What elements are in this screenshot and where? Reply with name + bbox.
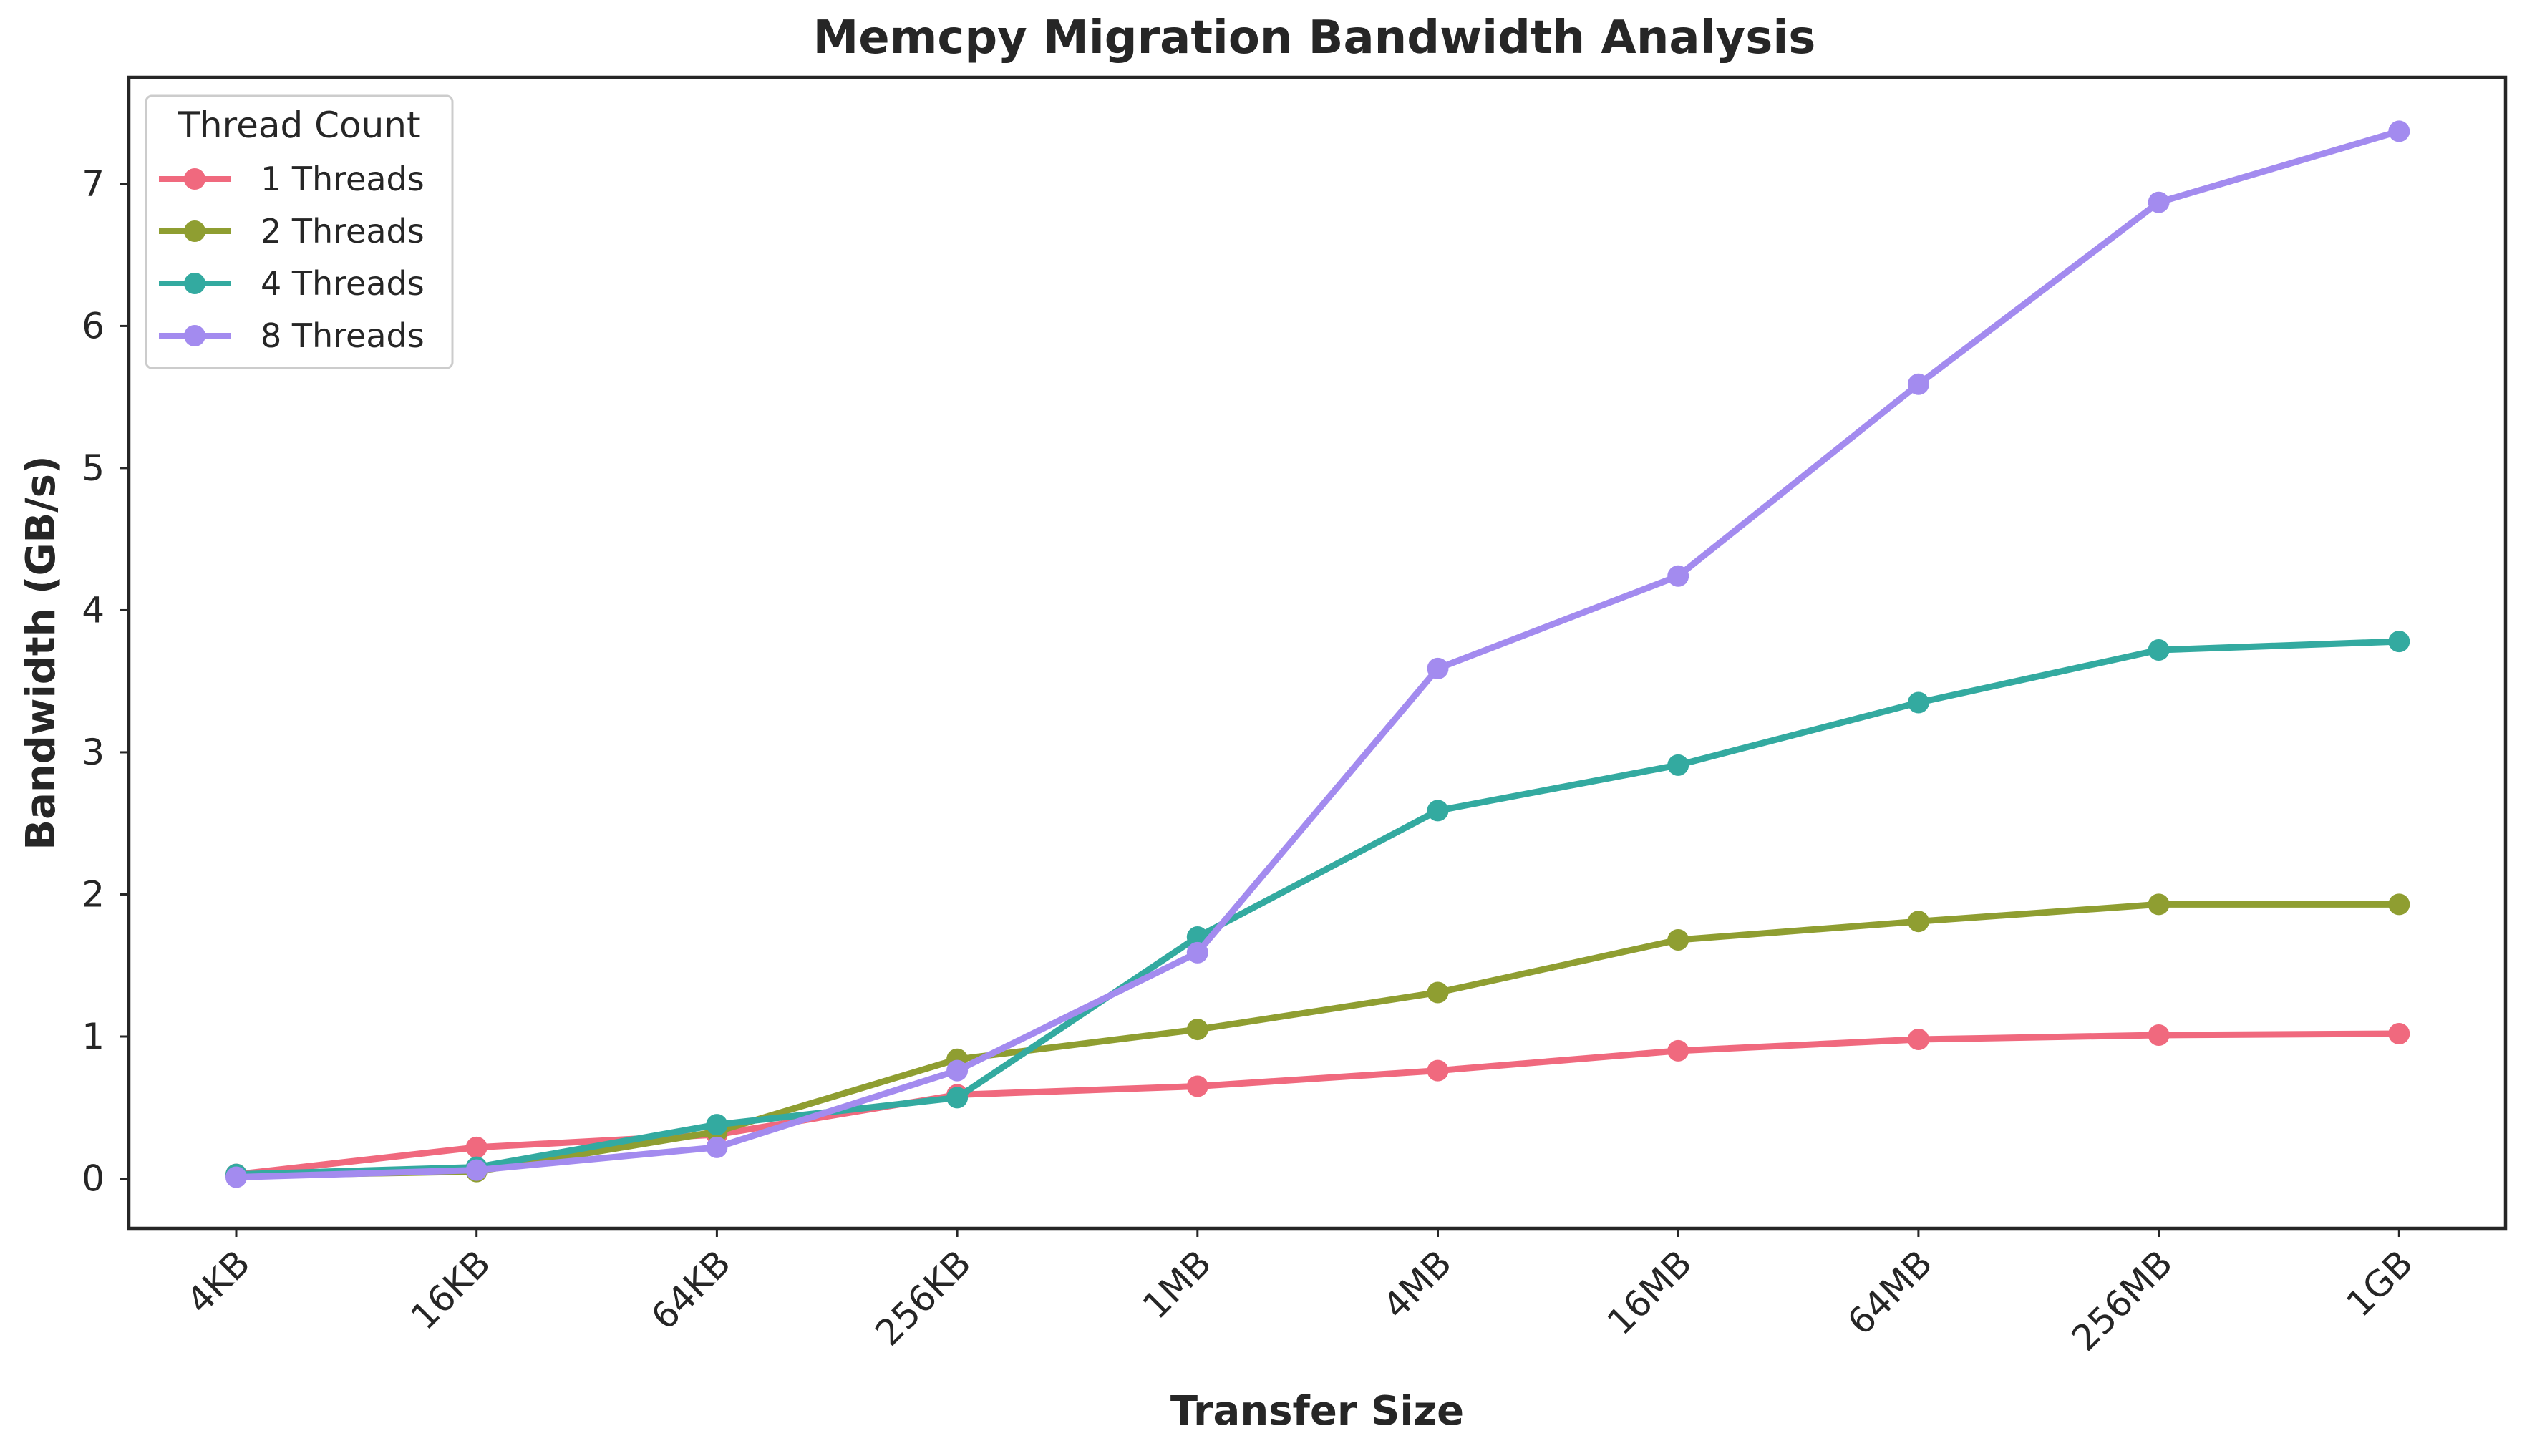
data-point bbox=[2388, 1023, 2410, 1045]
data-point bbox=[2148, 893, 2170, 916]
series-4 bbox=[225, 120, 2410, 1188]
legend-marker bbox=[184, 168, 205, 190]
x-axis-label: Transfer Size bbox=[1170, 1388, 1464, 1435]
chart-title: Memcpy Migration Bandwidth Analysis bbox=[813, 11, 1816, 64]
legend-label: 4 Threads bbox=[261, 264, 425, 303]
y-tick-label: 2 bbox=[82, 873, 105, 915]
y-tick-label: 5 bbox=[82, 447, 105, 489]
y-tick-label: 1 bbox=[82, 1016, 105, 1057]
data-point bbox=[1186, 1019, 1208, 1041]
data-point bbox=[1907, 373, 1929, 395]
y-tick-label: 4 bbox=[82, 589, 105, 631]
data-point bbox=[1427, 981, 1449, 1004]
legend-frame bbox=[145, 94, 454, 369]
data-point bbox=[2388, 120, 2410, 142]
data-point bbox=[1427, 800, 1449, 822]
data-point bbox=[465, 1136, 488, 1158]
data-point bbox=[465, 1159, 488, 1181]
series-line bbox=[233, 1030, 2402, 1178]
legend-items: 1 Threads 2 Threads 4 Threads 8 Threads bbox=[159, 160, 425, 355]
data-point bbox=[946, 1059, 969, 1082]
legend: Thread Count 1 Threads 2 Threads 4 Threads… bbox=[145, 94, 454, 369]
data-point bbox=[1186, 941, 1208, 964]
plot-area-frame bbox=[127, 75, 2508, 1231]
legend-label: 8 Threads bbox=[261, 316, 425, 355]
data-point bbox=[2388, 893, 2410, 916]
data-point bbox=[946, 1087, 969, 1109]
legend-label: 2 Threads bbox=[261, 212, 425, 251]
legend-label: 1 Threads bbox=[261, 160, 425, 198]
y-axis-ticks: 0 1 2 3 4 5 6 7 bbox=[82, 163, 129, 1200]
data-point bbox=[1907, 691, 1929, 714]
series-layer bbox=[225, 120, 2410, 1188]
data-point bbox=[1667, 929, 1689, 951]
y-tick-label: 7 bbox=[82, 163, 105, 205]
series-line bbox=[233, 638, 2402, 1178]
data-point bbox=[1907, 911, 1929, 933]
y-tick-label: 3 bbox=[82, 732, 105, 773]
data-point bbox=[1907, 1028, 1929, 1050]
series-line bbox=[233, 127, 2402, 1180]
data-point bbox=[1427, 657, 1449, 679]
data-point bbox=[2388, 631, 2410, 653]
legend-marker bbox=[184, 325, 205, 346]
data-point bbox=[706, 1136, 728, 1158]
legend-marker bbox=[184, 220, 205, 242]
data-point bbox=[2148, 1024, 2170, 1047]
data-point bbox=[2148, 191, 2170, 213]
y-axis-label: Bandwidth (GB/s) bbox=[18, 455, 64, 850]
series-line bbox=[233, 901, 2402, 1179]
y-tick-label: 6 bbox=[82, 305, 105, 346]
data-point bbox=[225, 1166, 247, 1188]
y-tick-label: 0 bbox=[82, 1158, 105, 1200]
legend-title: Thread Count bbox=[177, 105, 420, 146]
data-point bbox=[1667, 565, 1689, 587]
legend-marker bbox=[184, 273, 205, 294]
data-point bbox=[706, 1114, 728, 1136]
data-point bbox=[1667, 1039, 1689, 1062]
data-point bbox=[1186, 1075, 1208, 1097]
data-point bbox=[2148, 639, 2170, 661]
data-point bbox=[1667, 754, 1689, 776]
data-point bbox=[1427, 1059, 1449, 1082]
